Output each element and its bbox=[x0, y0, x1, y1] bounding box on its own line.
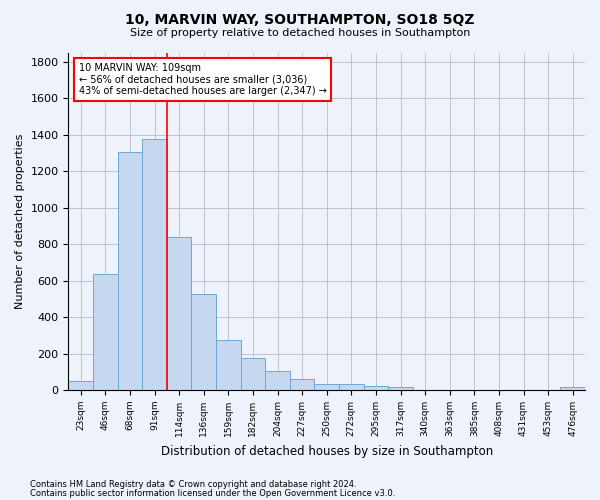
Text: Contains HM Land Registry data © Crown copyright and database right 2024.: Contains HM Land Registry data © Crown c… bbox=[30, 480, 356, 489]
Bar bbox=[216, 340, 241, 390]
Bar bbox=[314, 384, 339, 390]
Bar bbox=[265, 371, 290, 390]
X-axis label: Distribution of detached houses by size in Southampton: Distribution of detached houses by size … bbox=[161, 444, 493, 458]
Bar bbox=[560, 388, 585, 390]
Bar bbox=[364, 386, 388, 390]
Text: Contains public sector information licensed under the Open Government Licence v3: Contains public sector information licen… bbox=[30, 488, 395, 498]
Bar bbox=[167, 237, 191, 390]
Bar bbox=[93, 274, 118, 390]
Bar bbox=[68, 381, 93, 390]
Bar bbox=[241, 358, 265, 390]
Text: 10 MARVIN WAY: 109sqm
← 56% of detached houses are smaller (3,036)
43% of semi-d: 10 MARVIN WAY: 109sqm ← 56% of detached … bbox=[79, 62, 326, 96]
Bar bbox=[290, 379, 314, 390]
Y-axis label: Number of detached properties: Number of detached properties bbox=[15, 134, 25, 309]
Bar bbox=[118, 152, 142, 390]
Text: Size of property relative to detached houses in Southampton: Size of property relative to detached ho… bbox=[130, 28, 470, 38]
Bar bbox=[142, 139, 167, 390]
Bar bbox=[388, 388, 413, 390]
Text: 10, MARVIN WAY, SOUTHAMPTON, SO18 5QZ: 10, MARVIN WAY, SOUTHAMPTON, SO18 5QZ bbox=[125, 12, 475, 26]
Bar bbox=[191, 294, 216, 390]
Bar bbox=[339, 384, 364, 390]
